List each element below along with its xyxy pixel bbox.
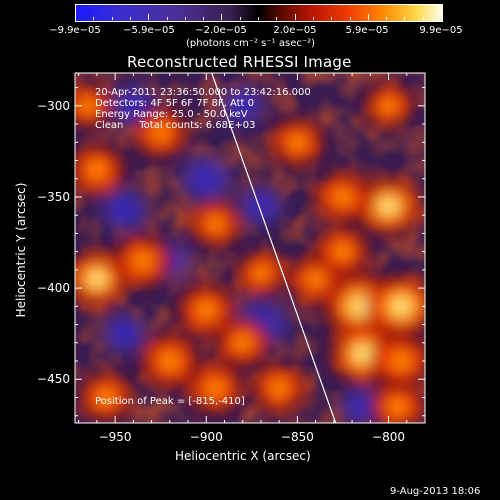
colorbar-tick bbox=[422, 17, 424, 20]
colorbar-tick bbox=[93, 17, 95, 20]
colorbar-tick bbox=[129, 17, 131, 20]
y-axis-title: Heliocentric Y (arcsec) bbox=[14, 182, 28, 318]
x-tick-label: −850 bbox=[280, 430, 314, 444]
colorbar-tick bbox=[404, 17, 406, 20]
colorbar-tick-label: 9.9e−05 bbox=[419, 25, 463, 36]
positive-source bbox=[266, 114, 329, 171]
colorbar-tick bbox=[203, 17, 205, 20]
positive-source bbox=[108, 230, 177, 292]
colorbar-tick bbox=[258, 17, 259, 20]
colorbar-tick bbox=[221, 14, 223, 20]
plot-frame bbox=[74, 72, 426, 424]
colorbar-tick bbox=[386, 17, 388, 20]
colorbar-tick-label: −5.9e−05 bbox=[123, 25, 175, 36]
positive-source bbox=[366, 378, 425, 423]
date-stamp: 9-Aug-2013 18:06 bbox=[390, 486, 481, 497]
positive-source bbox=[310, 167, 376, 227]
positive-source bbox=[75, 369, 138, 423]
annotation-energy: Energy Range: 25.0 - 50.0 keV bbox=[95, 109, 248, 120]
colorbar-tick bbox=[75, 14, 76, 20]
colorbar-tick bbox=[312, 17, 314, 20]
colorbar-units: (photons cm⁻² s⁻¹ asec⁻²) bbox=[186, 38, 316, 49]
x-tick-label: −900 bbox=[189, 430, 223, 444]
chart-title: Reconstructed RHESSI Image bbox=[127, 53, 352, 71]
colorbar-tick bbox=[166, 17, 168, 20]
colorbar-tick bbox=[148, 14, 150, 20]
colorbar-tick bbox=[367, 14, 369, 20]
colorbar-tick bbox=[349, 17, 351, 20]
x-axis-title: Heliocentric X (arcsec) bbox=[175, 449, 311, 463]
colorbar-tick bbox=[276, 17, 278, 20]
positive-source bbox=[360, 80, 418, 132]
colorbar-tick bbox=[331, 17, 333, 20]
colorbar-tick-label: 5.9e−05 bbox=[345, 25, 389, 36]
y-tick-label: −350 bbox=[37, 189, 70, 204]
annotation-method: Clean Total counts: 6.68E+03 bbox=[95, 120, 256, 131]
colorbar-tick-label: −2.0e−05 bbox=[195, 25, 247, 36]
positive-source bbox=[211, 314, 274, 371]
x-tick-label: −950 bbox=[98, 430, 132, 444]
colorbar-tick-label: −9.9e−05 bbox=[49, 25, 101, 36]
axis-ticks bbox=[75, 73, 426, 423]
positive-source bbox=[182, 359, 248, 418]
negative-source bbox=[95, 308, 153, 360]
annotation-detectors: Detectors: 4F 5F 6F 7F 8F, Att 0 bbox=[95, 98, 255, 109]
positive-source bbox=[248, 360, 311, 417]
positive-source bbox=[367, 330, 425, 392]
colorbar-tick-label: 2.0e−05 bbox=[273, 25, 317, 36]
annotation-time-range: 20-Apr-2011 23:36:50.000 to 23:42:16.000 bbox=[95, 87, 311, 98]
negative-source bbox=[232, 180, 290, 232]
positive-source bbox=[129, 105, 192, 162]
x-tick-label: −800 bbox=[372, 430, 406, 444]
colorbar-tick bbox=[239, 17, 241, 20]
annotation-peak: Position of Peak = [-815,-410] bbox=[95, 396, 245, 407]
heatmap bbox=[75, 73, 425, 423]
y-tick-label: −400 bbox=[37, 281, 70, 296]
y-tick-label: −450 bbox=[37, 372, 70, 387]
positive-source bbox=[232, 247, 290, 300]
solar-limb-line bbox=[211, 72, 337, 424]
colorbar-tick bbox=[184, 17, 186, 20]
colorbar-tick bbox=[294, 14, 296, 20]
positive-source bbox=[75, 140, 130, 199]
colorbar-tick bbox=[111, 17, 113, 20]
positive-source bbox=[185, 197, 246, 252]
negative-source bbox=[172, 148, 241, 210]
positive-source bbox=[75, 80, 117, 132]
colorbar-tick bbox=[441, 14, 442, 20]
y-tick-label: −300 bbox=[37, 98, 70, 113]
positive-source bbox=[311, 223, 375, 280]
